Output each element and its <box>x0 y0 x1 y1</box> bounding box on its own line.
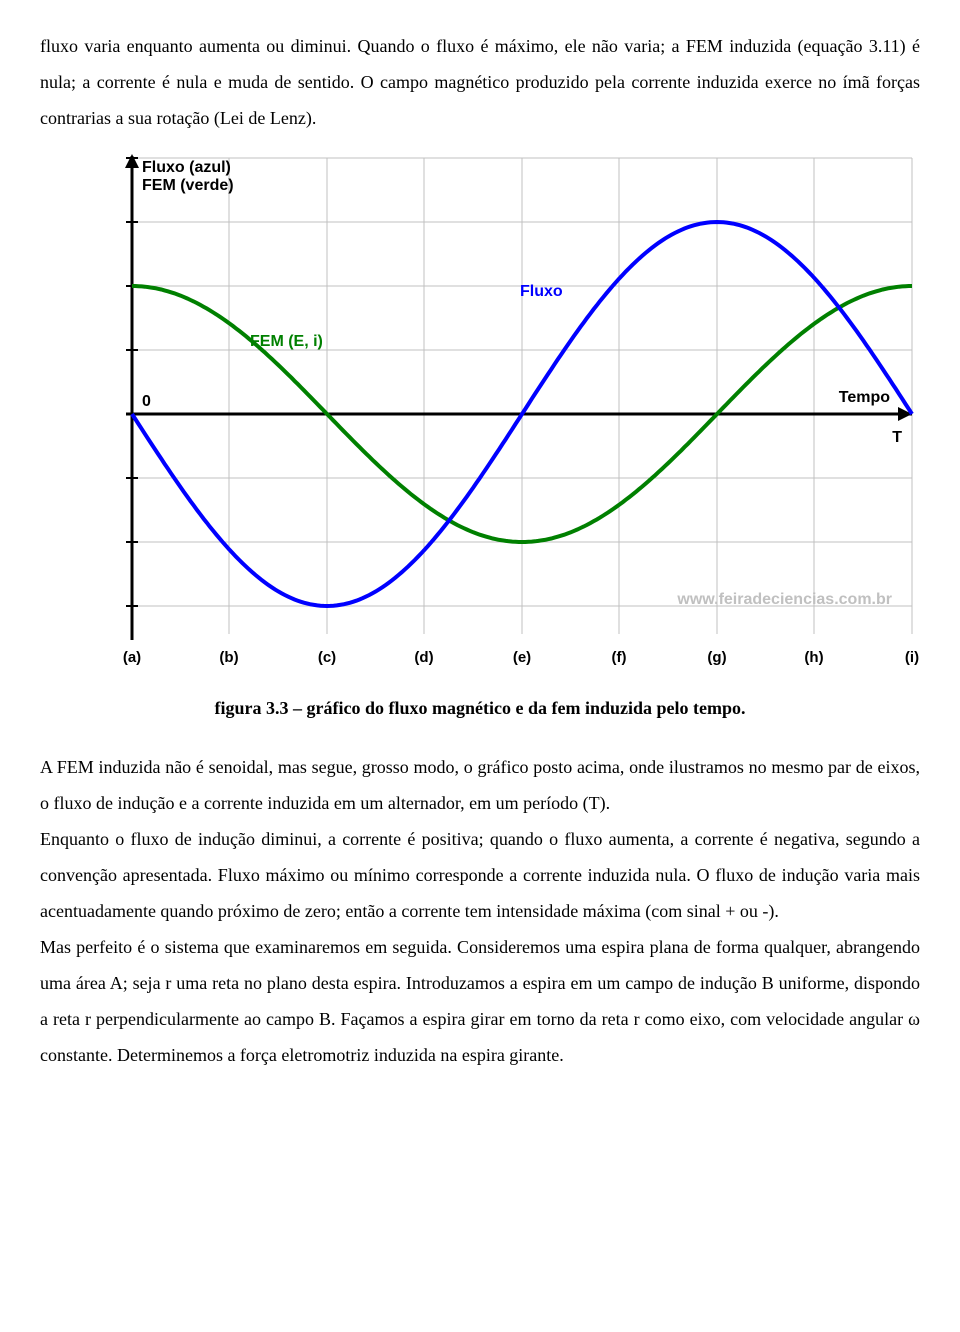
x-tick-label: (a) <box>123 649 141 666</box>
x-tick-label: (d) <box>414 649 433 666</box>
x-tick-label: (c) <box>318 649 336 666</box>
flux-fem-chart: Fluxo (azul)FEM (verde) Fluxo FEM (E, i) 0 T… <box>90 146 920 678</box>
x-tick-label: (e) <box>513 649 531 666</box>
intro-paragraph: fluxo varia enquanto aumenta ou diminui.… <box>40 28 920 136</box>
x-tick-label: (i) <box>905 649 919 666</box>
x-tick-label: (b) <box>219 649 238 666</box>
period-label: T <box>892 429 902 446</box>
fluxo-series-label: Fluxo <box>520 283 563 300</box>
body-paragraph-3: Mas perfeito é o sistema que examinaremo… <box>40 929 920 1073</box>
fem-series-label: FEM (E, i) <box>250 333 323 350</box>
body-paragraph-1: A FEM induzida não é senoidal, mas segue… <box>40 749 920 821</box>
x-tick-label: (g) <box>707 649 726 666</box>
x-tick-label: (f) <box>612 649 627 666</box>
x-axis-title: Tempo <box>839 389 890 406</box>
y-axis-title-2: FEM (verde) <box>142 177 234 194</box>
figure-caption: figura 3.3 – gráfico do fluxo magnético … <box>40 696 920 721</box>
y-axis-title-1: Fluxo (azul) <box>142 159 231 176</box>
body-paragraph-2: Enquanto o fluxo de indução diminui, a c… <box>40 821 920 929</box>
origin-label: 0 <box>142 393 151 410</box>
x-tick-label: (h) <box>804 649 823 666</box>
watermark-text: www.feiradeciencias.com.br <box>676 591 892 608</box>
